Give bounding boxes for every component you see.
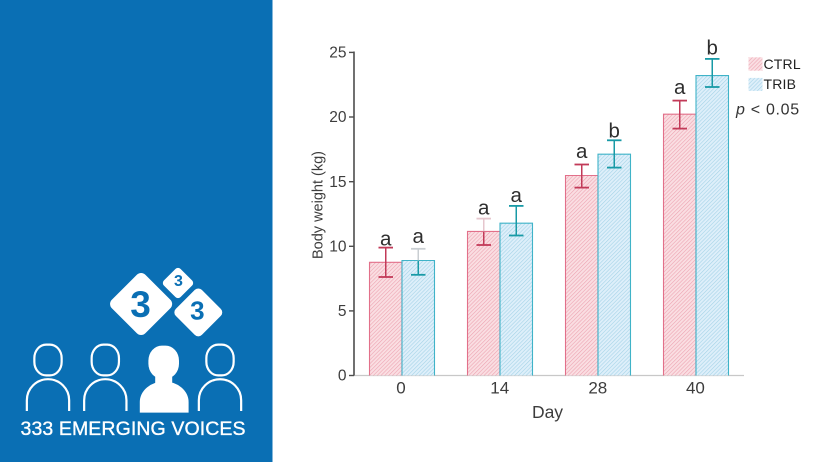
svg-text:b: b <box>707 37 718 60</box>
svg-text:25: 25 <box>329 45 346 62</box>
svg-text:a: a <box>478 197 490 220</box>
svg-text:15: 15 <box>329 174 346 191</box>
svg-text:a: a <box>380 228 392 251</box>
svg-text:5: 5 <box>338 303 347 320</box>
svg-text:CTRL: CTRL <box>764 56 801 72</box>
svg-text:Body weight (kg): Body weight (kg) <box>311 151 327 259</box>
svg-text:a: a <box>576 140 588 163</box>
svg-text:0: 0 <box>396 379 405 398</box>
svg-text:TRIB: TRIB <box>764 76 797 92</box>
svg-text:0: 0 <box>338 368 347 385</box>
svg-text:14: 14 <box>490 379 509 398</box>
svg-text:b: b <box>609 120 620 143</box>
svg-text:a: a <box>413 225 425 248</box>
svg-text:a: a <box>511 184 523 207</box>
svg-text:3: 3 <box>130 284 151 325</box>
svg-text:20: 20 <box>329 109 347 126</box>
svg-text:p < 0.05: p < 0.05 <box>735 102 800 119</box>
svg-text:40: 40 <box>686 379 705 398</box>
svg-text:3: 3 <box>190 296 204 326</box>
svg-text:333 EMERGING VOICES: 333 EMERGING VOICES <box>21 418 246 440</box>
svg-text:28: 28 <box>588 379 607 398</box>
svg-text:3: 3 <box>174 273 183 290</box>
svg-text:Day: Day <box>532 402 563 422</box>
svg-text:a: a <box>674 76 686 99</box>
svg-text:10: 10 <box>329 238 347 255</box>
